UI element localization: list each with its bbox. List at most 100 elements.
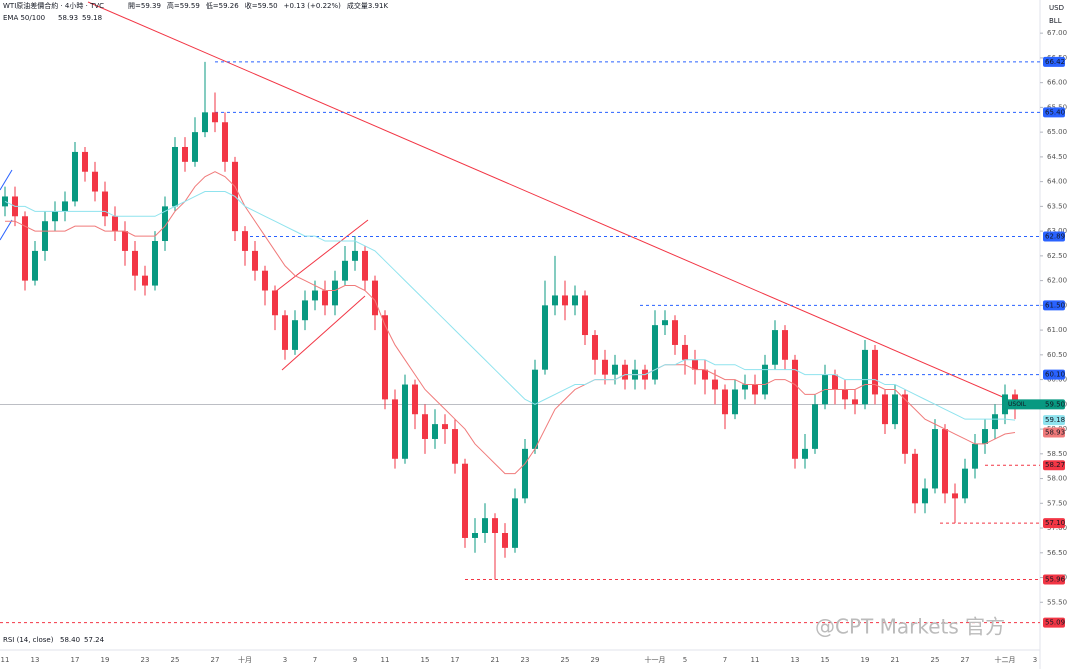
candle-body [752,384,758,395]
level-label: 58.27 [1045,461,1065,469]
x-tick-label: 15 [821,656,830,664]
rsi-value: 58.40 [60,636,80,644]
candle-body [692,359,698,370]
level-tag [1043,617,1065,628]
x-tick-label: 27 [211,656,220,664]
x-tick-label: 十二月 [995,655,1016,664]
candle-body [962,468,968,499]
candle-body [812,404,818,449]
candle-body [52,211,58,222]
drawing-line [0,169,13,191]
candle-body [82,151,88,172]
x-tick-label: 11 [751,656,760,664]
chart-title: WTI原油差價合約 · 4小時 · TVC [3,1,104,10]
header-value: 成交量3.91K [347,1,389,10]
candle-body [322,290,328,306]
y-tick-label: 64.50 [1047,153,1067,161]
level-tag [1043,460,1065,471]
candle-body [62,201,68,212]
candle-body [92,171,98,192]
candle-body [442,424,448,430]
candle-body [872,349,878,395]
x-tick-label: 23 [521,656,530,664]
y-tick-label: 57.50 [1047,499,1067,507]
currency: USD [1049,4,1064,12]
level-tag [1043,369,1065,380]
candle-body [102,191,108,217]
candle-body [912,453,918,504]
level-tag [1043,107,1065,118]
candle-body [132,250,138,276]
candle-body [372,280,378,316]
y-tick-label: 62.00 [1047,277,1067,285]
level-label: 66.42 [1045,58,1065,66]
candle-body [552,295,558,306]
x-tick-label: 25 [931,656,940,664]
candle-body [582,295,588,336]
candle-body [802,448,808,459]
y-tick-label: 66.00 [1047,79,1067,87]
x-tick-label: 5 [683,656,687,664]
y-tick-label: 56.50 [1047,549,1067,557]
legend-value: 59.18 [82,14,102,22]
candle-body [942,429,948,494]
x-tick-label: 25 [171,656,180,664]
candle-body [172,146,178,207]
ema-tag [1043,427,1065,438]
y-tick-label: 63.50 [1047,202,1067,210]
level-tag [1043,518,1065,529]
header-value: 收=59.50 [245,1,278,10]
candle-body [672,320,678,345]
candle-body [162,206,168,242]
level-tag [1043,231,1065,242]
y-tick-label: 67.00 [1047,29,1067,37]
candle-body [292,320,298,350]
candle-body [32,250,38,281]
ema-tag [1043,415,1065,426]
x-tick-label: 13 [31,656,40,664]
candle-body [402,384,408,459]
header-value: 低=59.26 [206,1,239,10]
ema-tag-label: 59.18 [1045,416,1065,424]
candle-body [222,122,228,162]
x-tick-label: 19 [861,656,870,664]
x-tick-label: 21 [891,656,900,664]
header-value: 高=59.59 [167,1,200,10]
x-tick-label: 21 [491,656,500,664]
candle-body [982,429,988,444]
candle-body [682,344,688,360]
level-tag [1043,574,1065,585]
x-tick-label: 13 [791,656,800,664]
candle-body [542,305,548,370]
level-tag [1043,300,1065,311]
candle-body [282,315,288,350]
channel-upper [274,219,369,293]
candle-body [502,533,508,548]
x-tick-label: 29 [591,656,600,664]
candle-body [932,429,938,489]
candle-body [652,325,658,380]
drawing-line [0,219,13,241]
candle-body [432,424,438,439]
candle-body [22,216,28,281]
x-tick-label: 3 [1033,656,1037,664]
candle-body [612,364,618,375]
candle-body [272,290,278,316]
candle-body [312,290,318,301]
candle-body [792,359,798,459]
x-tick-label: 7 [723,656,727,664]
candle-body [252,250,258,271]
candle-body [72,151,78,202]
candle-body [722,389,728,415]
x-tick-label: 十一月 [645,655,666,664]
y-tick-label: 55.50 [1047,598,1067,606]
y-tick-label: 63.00 [1047,227,1067,235]
x-tick-label: 9 [353,656,357,664]
candle-body [712,379,718,390]
candle-body [462,463,468,538]
candle-body [452,429,458,464]
x-tick-label: 27 [961,656,970,664]
ema-tag-label: 58.93 [1045,429,1065,437]
